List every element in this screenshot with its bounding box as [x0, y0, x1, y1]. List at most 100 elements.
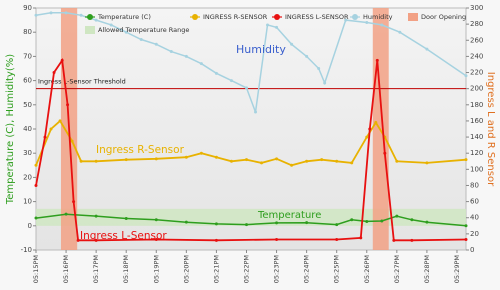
x-tick-label: 05:29PM [453, 255, 461, 283]
series-point [214, 155, 218, 159]
y-tick-label: 80 [23, 28, 32, 36]
series-point [335, 223, 339, 227]
series-point [124, 158, 128, 162]
series-point [398, 30, 402, 34]
x-tick-label: 05:23PM [273, 255, 281, 283]
series-point [380, 23, 384, 27]
series-point [72, 200, 76, 204]
series-point [154, 157, 158, 161]
series-point [214, 222, 218, 226]
y2-tick-label: 240 [470, 52, 483, 60]
series-point [374, 121, 378, 125]
series-point [365, 135, 369, 139]
series-point [305, 221, 309, 225]
series-point [335, 159, 339, 163]
y2-tick-label: 260 [470, 36, 483, 44]
x-tick-label: 05:16PM [62, 255, 70, 283]
series-point [244, 223, 248, 227]
legend-swatch [85, 26, 95, 34]
series-point [260, 161, 264, 165]
series-point [395, 159, 399, 163]
series-point [275, 25, 279, 29]
y-tick-label: 90 [23, 4, 32, 12]
series-point [76, 238, 80, 242]
series-point [350, 218, 354, 222]
legend-marker [192, 14, 198, 20]
y2-tick-label: 300 [470, 4, 483, 12]
series-point [199, 62, 203, 66]
series-point [34, 216, 38, 220]
series-point [275, 221, 279, 225]
series-point [94, 18, 98, 22]
series-point [94, 238, 98, 242]
y2-tick-label: 220 [470, 69, 483, 77]
series-point [184, 155, 188, 159]
x-tick-label: 05:25PM [333, 255, 341, 283]
series-point [34, 163, 38, 167]
series-point [154, 218, 158, 222]
series-point [229, 159, 233, 163]
series-point [214, 238, 218, 242]
x-tick-label: 05:26PM [363, 255, 371, 283]
y2-axis-label: Ingress L and R Sensor [485, 72, 496, 187]
series-point [229, 79, 233, 83]
series-point [410, 218, 414, 222]
series-point [66, 103, 70, 107]
series-point [335, 238, 339, 242]
series-point [290, 42, 294, 46]
legend-marker [274, 14, 280, 20]
y-tick-label: 30 [23, 149, 32, 157]
series-point [266, 23, 270, 27]
series-point [214, 71, 218, 75]
y2-tick-label: 40 [470, 214, 479, 222]
series-point [392, 238, 396, 242]
legend-label: Door Opening [421, 13, 466, 21]
series-point [124, 217, 128, 221]
series-point [34, 183, 38, 187]
y-tick-label: 10 [23, 198, 32, 206]
y2-tick-label: 0 [470, 246, 474, 254]
allowed-range [36, 208, 466, 226]
x-tick-label: 05:20PM [182, 255, 190, 283]
y2-tick-label: 60 [470, 198, 479, 206]
threshold-label: Ingress L-Sensor Threshold [38, 78, 126, 86]
series-point [275, 157, 279, 161]
series-point [184, 220, 188, 224]
annotation: Temperature [257, 210, 321, 221]
series-point [275, 238, 279, 242]
series-point [79, 159, 83, 163]
series-point [344, 18, 348, 22]
series-line [35, 119, 467, 167]
legend-label: INGRESS L-SENSOR [285, 13, 349, 21]
series-point [305, 54, 309, 58]
y-tick-label: -10 [21, 246, 32, 254]
legend-marker [352, 14, 358, 20]
y2-tick-label: 280 [470, 20, 483, 28]
x-tick-label: 05:21PM [212, 255, 220, 283]
series-point [199, 151, 203, 155]
series-point [464, 224, 468, 228]
series-point [464, 158, 468, 162]
series-point [64, 212, 68, 216]
series-point [43, 135, 47, 139]
series-point [244, 158, 248, 162]
legend-marker [87, 14, 93, 20]
y2-tick-label: 120 [470, 149, 483, 157]
series-point [184, 54, 188, 58]
series-point [169, 50, 173, 54]
legend-swatch [408, 13, 418, 21]
y-axis-label: Temperature (C), Humidity(%) [5, 54, 16, 205]
series-point [365, 21, 369, 25]
series-point [52, 71, 56, 75]
series-point [375, 58, 379, 62]
series-point [290, 163, 294, 167]
x-tick-label: 05:19PM [152, 255, 160, 283]
y2-tick-label: 80 [470, 181, 479, 189]
series-point [64, 11, 68, 15]
series-point [109, 23, 113, 27]
x-tick-label: 05:17PM [92, 255, 100, 283]
series-point [359, 236, 363, 240]
x-tick-label: 05:18PM [122, 255, 130, 283]
series-point [317, 67, 321, 70]
